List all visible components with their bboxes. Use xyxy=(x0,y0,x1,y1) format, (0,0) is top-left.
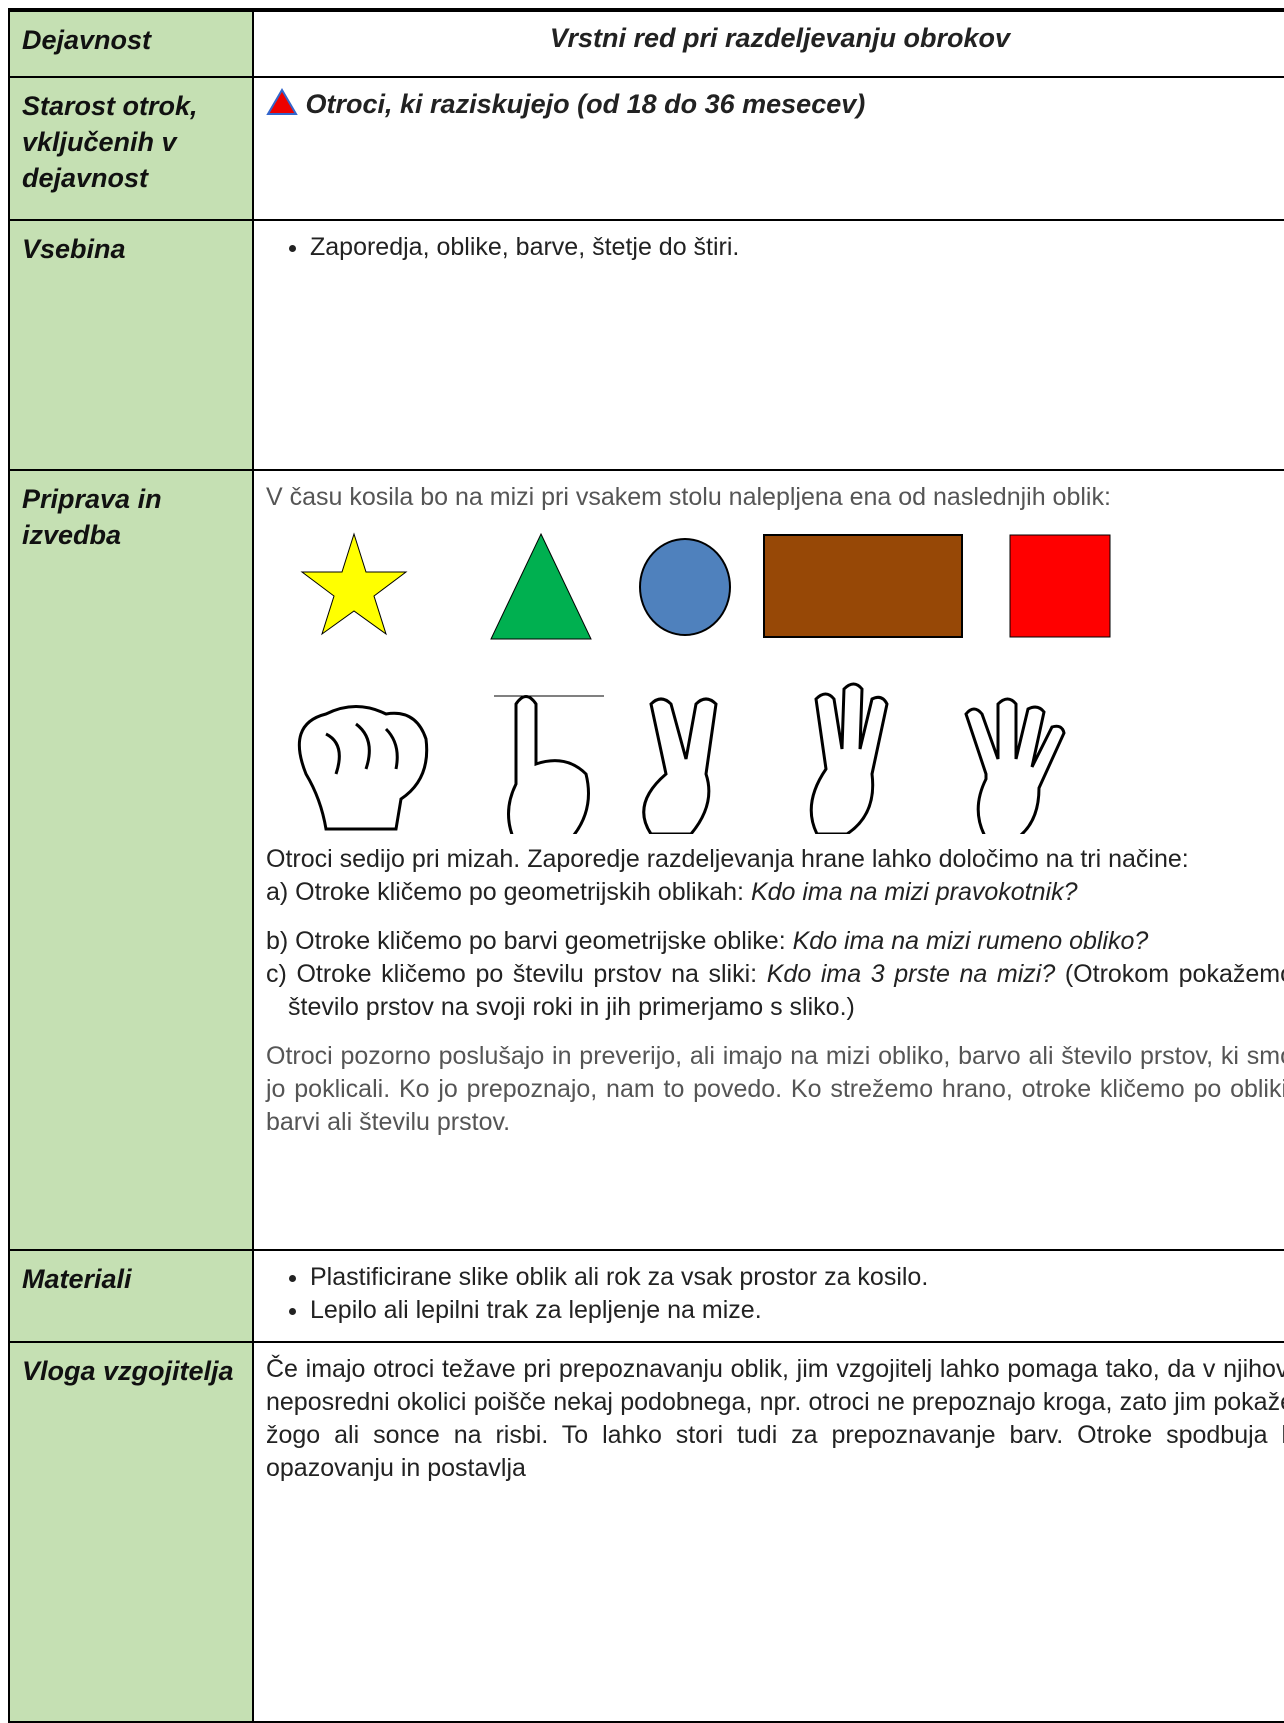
row-label: Starost otrok, vključenih v dejavnost xyxy=(8,76,254,221)
item-question: Kdo ima na mizi rumeno obliko? xyxy=(792,927,1149,955)
closing: Otroci pozorno poslušajo in preverijo, a… xyxy=(266,1042,1284,1136)
bullet: Zaporedja, oblike, barve, štetje do štir… xyxy=(310,231,1284,264)
row-label: Priprava in izvedba xyxy=(8,469,254,1251)
item-text: b) Otroke kličemo po barvi geometrijske … xyxy=(266,927,793,955)
list-item: b) Otroke kličemo po barvi geometrijske … xyxy=(266,925,1284,958)
item-note: (Otrokom pokažemo število prstov na svoj… xyxy=(288,960,1284,1021)
item-question: Kdo ima na mizi pravokotnik? xyxy=(750,878,1078,906)
row-label: Vloga vzgojitelja xyxy=(8,1341,254,1723)
triangle-icon xyxy=(266,88,298,115)
age-text: Otroci, ki raziskujejo (od 18 do 36 mese… xyxy=(305,89,866,119)
shapes-figure xyxy=(297,532,1111,846)
cell: Otroci, ki raziskujejo (od 18 do 36 mese… xyxy=(252,76,1284,221)
cell: Plastificirane slike oblik ali rok za vs… xyxy=(252,1249,1284,1343)
row: Vsebina Zaporedja, oblike, barve, štetje… xyxy=(8,219,1284,471)
cell: Če imajo otroci težave pri prepoznavanju… xyxy=(252,1341,1284,1723)
item-text: c) Otroke kličemo po številu prstov na s… xyxy=(266,960,767,988)
row-label: Materiali xyxy=(8,1249,254,1343)
intro: V času kosila bo na mizi pri vsakem stol… xyxy=(266,483,1111,511)
row: Starost otrok, vključenih v dejavnost Ot… xyxy=(8,76,1284,221)
header-row: Dejavnost Vrstni red pri razdeljevanju o… xyxy=(8,8,1284,78)
list-item: a) Otroke kličemo po geometrijskih oblik… xyxy=(266,876,1284,909)
bullet: Plastificirane slike oblik ali rok za vs… xyxy=(310,1261,1284,1294)
activity-table: Dejavnost Vrstni red pri razdeljevanju o… xyxy=(8,8,1284,1723)
row: Vloga vzgojitelja Če imajo otroci težave… xyxy=(8,1341,1284,1723)
bullet: Lepilo ali lepilni trak za lepljenje na … xyxy=(310,1294,1284,1327)
item-text: a) Otroke kličemo po geometrijskih oblik… xyxy=(266,878,751,906)
row: Priprava in izvedba V času kosila bo na … xyxy=(8,469,1284,1251)
cell: Zaporedja, oblike, barve, štetje do štir… xyxy=(252,219,1284,471)
row: Materiali Plastificirane slike oblik ali… xyxy=(8,1249,1284,1343)
header-title: Vrstni red pri razdeljevanju obrokov xyxy=(252,8,1284,78)
paragraph: Otroci sedijo pri mizah. Zaporedje razde… xyxy=(266,845,1189,873)
list-item: c) Otroke kličemo po številu prstov na s… xyxy=(266,958,1284,1024)
row-label: Vsebina xyxy=(8,219,254,471)
paragraph: Če imajo otroci težave pri prepoznavanju… xyxy=(266,1355,1284,1482)
item-question: Kdo ima 3 prste na mizi? xyxy=(766,960,1056,988)
header-label: Dejavnost xyxy=(8,8,254,78)
cell: V času kosila bo na mizi pri vsakem stol… xyxy=(252,469,1284,1251)
